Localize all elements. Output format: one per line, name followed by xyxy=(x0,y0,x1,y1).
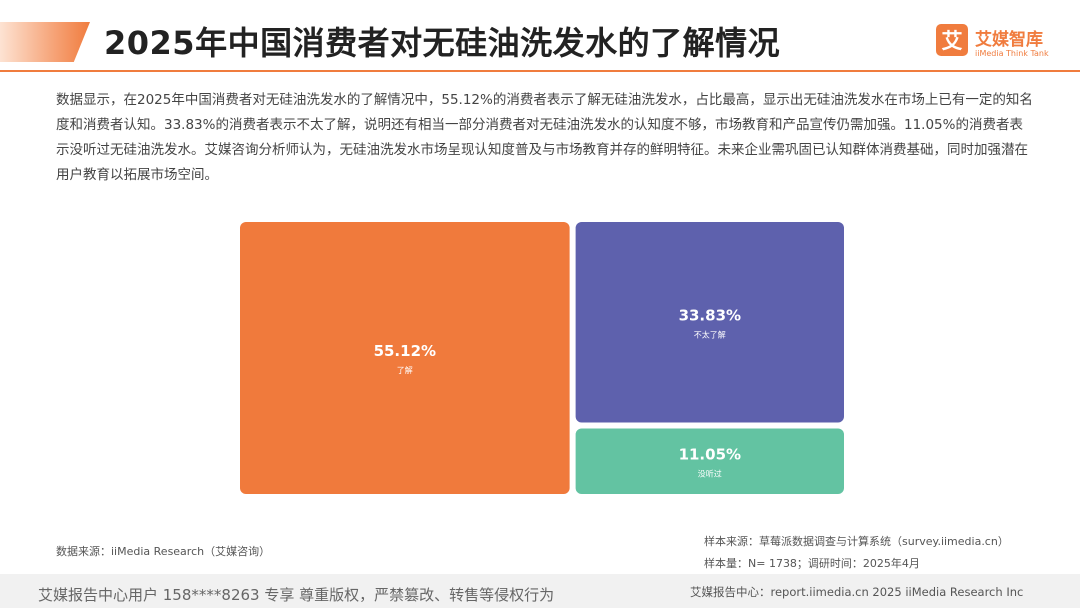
treemap-label-never-heard: 没听过 xyxy=(698,468,722,478)
footer-report-center: 艾媒报告中心：report.iimedia.cn 2025 iiMedia Re… xyxy=(690,585,1024,599)
chart-description: 数据显示，在2025年中国消费者对无硅油洗发水的了解情况中，55.12%的消费者… xyxy=(56,92,1033,183)
treemap-cell-known xyxy=(240,222,570,494)
treemap-label-known: 了解 xyxy=(397,365,413,375)
title-accent-bar xyxy=(0,22,90,62)
header-divider xyxy=(0,70,1080,72)
treemap-value-never-heard: 11.05% xyxy=(679,445,741,463)
treemap-label-slightly-known: 不太了解 xyxy=(694,329,726,339)
brand-logo: 艾 艾媒智库 iiMedia Think Tank xyxy=(936,24,1060,64)
sample-size: 样本量：N= 1738；调研时间：2025年4月 xyxy=(704,557,920,570)
page-title: 2025年中国消费者对无硅油洗发水的了解情况 xyxy=(104,24,781,62)
treemap-value-known: 55.12% xyxy=(374,342,436,360)
sample-source: 样本来源：草莓派数据调查与计算系统（survey.iimedia.cn） xyxy=(704,535,1009,548)
treemap-value-slightly-known: 33.83% xyxy=(679,306,741,324)
logo-subtitle: iiMedia Think Tank xyxy=(975,49,1049,58)
footer-copyright: 艾媒报告中心用户 158****8263 专享 尊重版权，严禁篡改、转售等侵权行… xyxy=(38,586,555,604)
footer-bar xyxy=(0,574,1080,608)
treemap-cell-never-heard xyxy=(575,428,844,494)
data-source: 数据来源：iiMedia Research（艾媒咨询） xyxy=(56,545,271,558)
logo-icon: 艾 xyxy=(936,24,968,56)
logo-name: 艾媒智库 xyxy=(975,30,1043,50)
treemap-cell-slightly-known xyxy=(575,222,844,423)
